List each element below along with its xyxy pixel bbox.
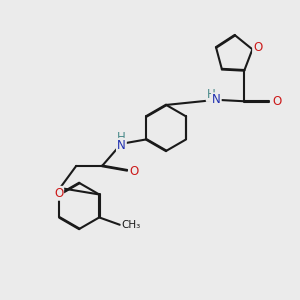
Text: O: O [272, 95, 281, 108]
Text: O: O [253, 41, 262, 54]
Text: H: H [117, 131, 126, 144]
Text: N: N [117, 139, 126, 152]
Text: N: N [212, 93, 221, 106]
Text: O: O [129, 165, 138, 178]
Text: H: H [207, 88, 215, 101]
Text: CH₃: CH₃ [121, 220, 141, 230]
Text: O: O [54, 187, 63, 200]
